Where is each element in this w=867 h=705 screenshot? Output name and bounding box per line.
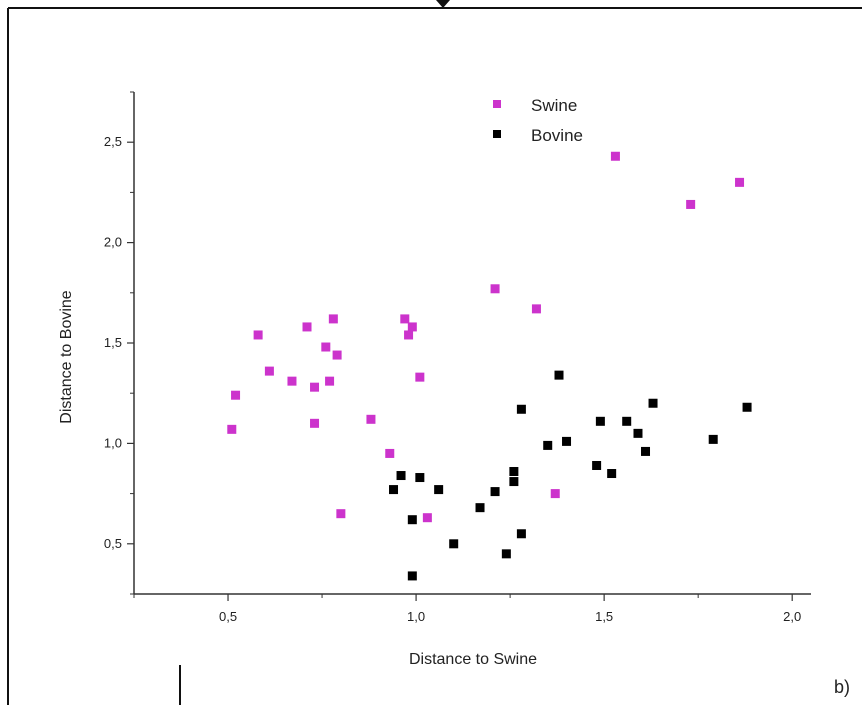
data-point-bovine	[708, 434, 718, 444]
plot-area: 0,5 1,0 1,5 2,0 0,5 1,0 1,5 2,0 2,5	[104, 91, 811, 624]
data-point-bovine	[742, 402, 752, 412]
data-point-swine	[264, 366, 274, 376]
legend-marker-bovine	[493, 130, 501, 138]
y-tick-label: 1,0	[104, 435, 122, 450]
y-tick-label: 2,5	[104, 134, 122, 149]
x-axis-title: Distance to Swine	[409, 651, 537, 668]
legend-label-swine: Swine	[531, 96, 577, 115]
data-point-swine	[407, 322, 417, 332]
x-ticks: 0,5 1,0 1,5 2,0	[133, 594, 801, 624]
data-point-swine	[231, 390, 241, 400]
data-point-bovine	[434, 485, 444, 495]
data-point-swine	[366, 414, 376, 424]
data-point-bovine	[633, 428, 643, 438]
data-point-bovine	[407, 571, 417, 581]
y-tick-label: 0,5	[104, 536, 122, 551]
data-point-bovine	[449, 539, 459, 549]
x-tick-label: 1,5	[595, 609, 613, 624]
data-point-swine	[735, 177, 745, 187]
data-points	[227, 151, 752, 581]
data-point-bovine	[562, 436, 572, 446]
data-point-bovine	[396, 471, 406, 481]
data-point-bovine	[648, 398, 658, 408]
data-point-swine	[227, 424, 237, 434]
data-point-bovine	[516, 529, 526, 539]
data-point-bovine	[622, 416, 632, 426]
y-tick-label: 1,5	[104, 335, 122, 350]
data-point-bovine	[509, 477, 519, 487]
data-point-bovine	[641, 446, 651, 456]
legend-marker-swine	[493, 100, 501, 108]
y-tick-label: 2,0	[104, 235, 122, 250]
y-ticks: 0,5 1,0 1,5 2,0 2,5	[104, 91, 134, 595]
data-point-swine	[287, 376, 297, 386]
data-point-bovine	[389, 485, 399, 495]
data-point-swine	[332, 350, 342, 360]
data-point-swine	[385, 448, 395, 458]
data-point-bovine	[543, 440, 553, 450]
data-point-bovine	[475, 503, 485, 513]
data-point-swine	[336, 509, 346, 519]
data-point-bovine	[415, 473, 425, 483]
data-point-swine	[400, 314, 410, 324]
legend: Swine Bovine	[493, 96, 583, 145]
data-point-swine	[328, 314, 338, 324]
data-point-bovine	[607, 469, 617, 479]
data-point-swine	[610, 151, 620, 161]
data-point-swine	[422, 513, 432, 523]
data-point-swine	[415, 372, 425, 382]
data-point-bovine	[501, 549, 511, 559]
data-point-swine	[490, 284, 500, 294]
data-point-bovine	[509, 467, 519, 477]
data-point-swine	[302, 322, 312, 332]
x-tick-label: 1,0	[407, 609, 425, 624]
data-point-swine	[531, 304, 541, 314]
data-point-bovine	[407, 515, 417, 525]
data-point-swine	[325, 376, 335, 386]
panel-label: b)	[834, 677, 850, 697]
x-tick-label: 0,5	[219, 609, 237, 624]
data-point-swine	[686, 199, 696, 209]
frame-top-mark	[436, 0, 450, 8]
data-point-bovine	[490, 487, 500, 497]
data-point-swine	[321, 342, 331, 352]
data-point-bovine	[595, 416, 605, 426]
data-point-swine	[404, 330, 414, 340]
data-point-bovine	[516, 404, 526, 414]
data-point-swine	[310, 382, 320, 392]
legend-label-bovine: Bovine	[531, 126, 583, 145]
data-point-swine	[253, 330, 263, 340]
y-axis-title: Distance to Bovine	[58, 290, 75, 424]
data-point-swine	[550, 489, 560, 499]
data-point-bovine	[592, 460, 602, 470]
data-point-bovine	[554, 370, 564, 380]
data-point-swine	[310, 418, 320, 428]
x-tick-label: 2,0	[783, 609, 801, 624]
